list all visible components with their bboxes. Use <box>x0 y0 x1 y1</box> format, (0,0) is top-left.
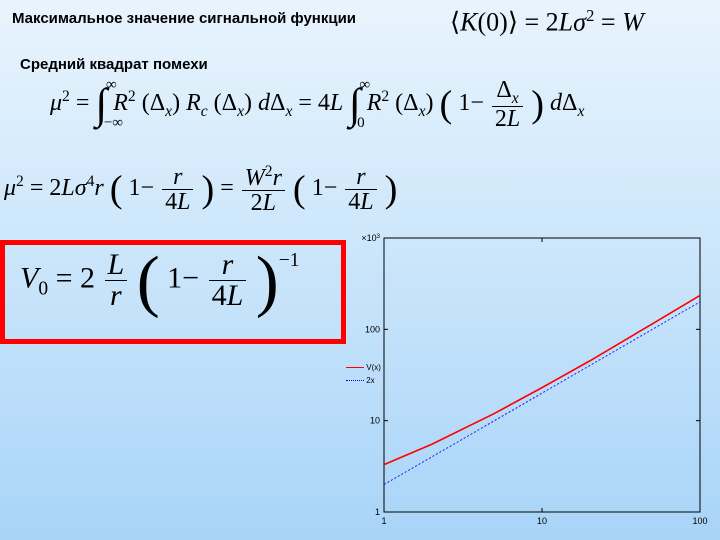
svg-text:1: 1 <box>375 507 380 517</box>
formula-mu2-integral: μ2 = ∫∞−∞ R2 (Δx) Rc (Δx) dΔx = 4L ∫∞0 R… <box>50 78 584 131</box>
svg-text:100: 100 <box>692 516 707 526</box>
title-noise-square: Средний квадрат помехи <box>20 56 208 73</box>
svg-text:100: 100 <box>365 324 380 334</box>
formula-k0: ⟨K(0)⟩ = 2Lσ2 = W <box>450 6 644 38</box>
svg-text:1: 1 <box>381 516 386 526</box>
slide: { "titles":{ "t1":"Максимальное значение… <box>0 0 720 540</box>
title-max-signal: Максимальное значение сигнальной функции <box>12 10 356 27</box>
svg-text:1×103: 1×103 <box>362 233 381 243</box>
log-log-chart: 1 10 100 1 10 100 1×103 <box>362 230 710 530</box>
svg-text:10: 10 <box>370 416 380 426</box>
formula-mu2-expanded: μ2 = 2Lσ4r ( 1− r4L ) = W2r2L ( 1− r4L ) <box>4 164 397 215</box>
svg-text:10: 10 <box>537 516 547 526</box>
formula-v0: V0 = 2 Lr ( 1− r4L )−1 <box>20 250 300 311</box>
